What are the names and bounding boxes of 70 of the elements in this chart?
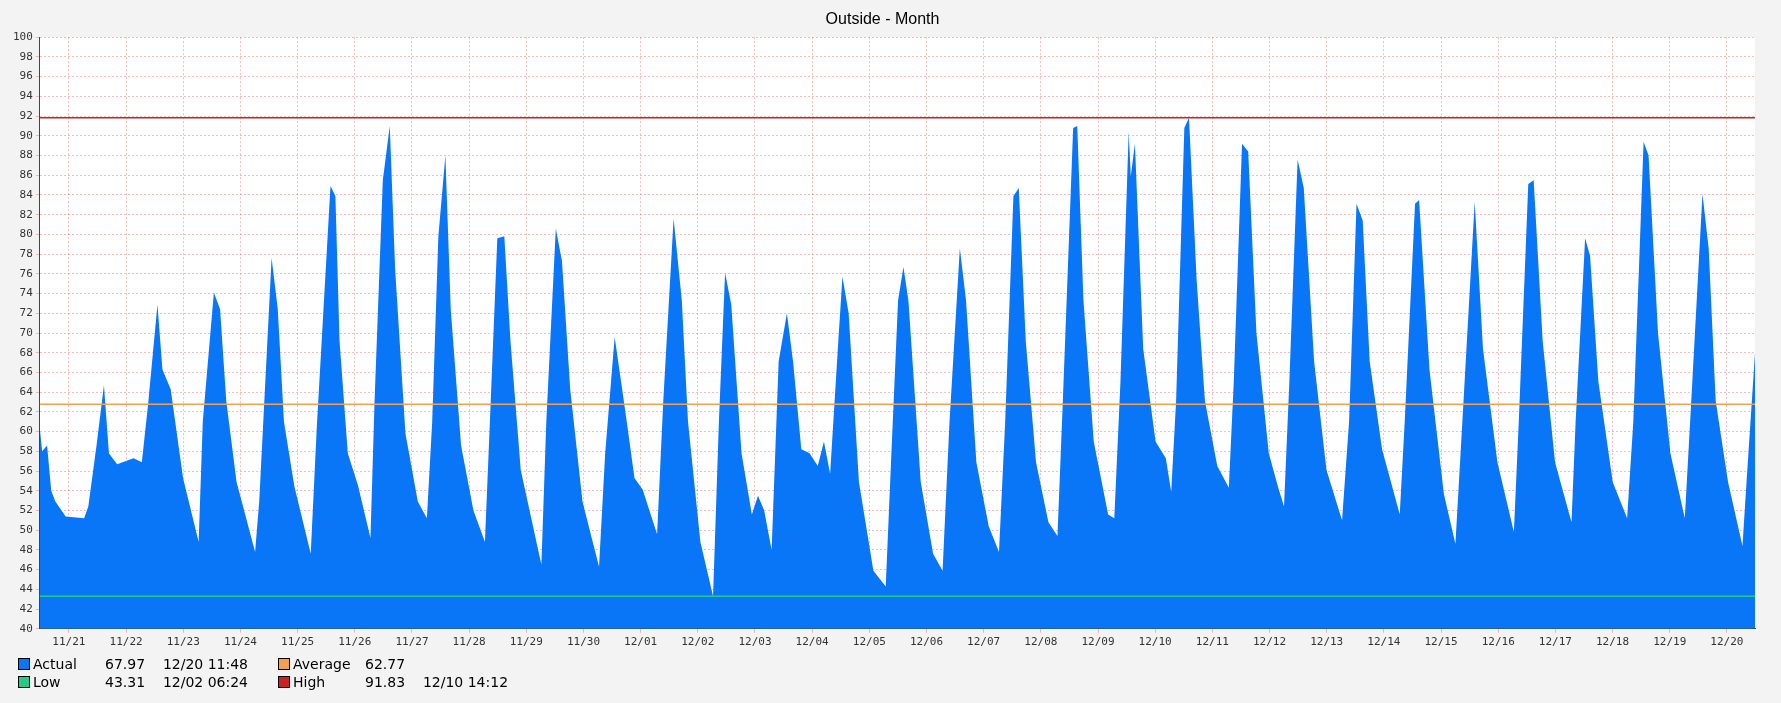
- y-tick-label: 90: [19, 128, 33, 142]
- y-tick-label: 84: [19, 187, 34, 201]
- y-tick-label: 58: [19, 444, 33, 458]
- x-tick-label: 12/11: [1195, 635, 1229, 649]
- y-tick-label: 74: [19, 286, 34, 300]
- x-tick-label: 11/23: [166, 635, 200, 649]
- y-tick-label: 82: [19, 207, 33, 221]
- x-tick-label: 11/22: [109, 635, 143, 649]
- legend-label: Actual: [33, 656, 78, 672]
- x-tick-label: 12/04: [795, 635, 830, 649]
- x-tick-label: 12/12: [1252, 635, 1287, 649]
- y-tick-label: 80: [19, 227, 33, 241]
- x-tick-label: 11/27: [395, 635, 429, 649]
- x-tick-label: 12/13: [1310, 635, 1344, 649]
- y-tick-label: 50: [19, 523, 33, 537]
- y-tick-label: 60: [19, 424, 33, 438]
- y-tick-label: 52: [19, 503, 33, 517]
- y-tick-label: 56: [19, 463, 33, 477]
- y-tick-label: 76: [19, 266, 33, 280]
- x-tick-label: 11/25: [281, 635, 315, 649]
- x-tick-label: 11/29: [509, 635, 543, 649]
- x-tick-label: 12/08: [1024, 635, 1058, 649]
- x-tick-label: 12/02: [681, 635, 715, 649]
- y-tick-label: 48: [19, 542, 33, 556]
- y-tick-label: 54: [19, 483, 34, 497]
- x-tick-label: 12/19: [1653, 635, 1687, 649]
- y-tick-label: 66: [19, 365, 33, 379]
- y-tick-label: 42: [19, 601, 33, 615]
- y-tick-label: 98: [19, 49, 33, 63]
- y-tick-label: 72: [19, 306, 33, 320]
- y-tick-label: 100: [12, 30, 33, 44]
- y-tick-label: 88: [19, 148, 33, 162]
- y-tick-label: 68: [19, 345, 33, 359]
- legend-label: High: [293, 674, 327, 690]
- text: 62.77: [365, 656, 406, 672]
- x-tick-label: 12/06: [909, 635, 944, 649]
- x-tick-label: 12/18: [1595, 635, 1630, 649]
- legend-label: Low: [33, 674, 62, 690]
- x-tick-label: 12/17: [1538, 635, 1572, 649]
- x-tick-label: 12/07: [967, 635, 1001, 649]
- x-tick-label: 12/20: [1710, 635, 1744, 649]
- y-tick-label: 86: [19, 168, 33, 182]
- x-tick-label: 11/28: [452, 635, 486, 649]
- x-tick-label: 12/10: [1138, 635, 1172, 649]
- y-tick-label: 78: [19, 246, 33, 260]
- y-tick-label: 94: [19, 89, 34, 103]
- y-tick-label: 64: [19, 385, 34, 399]
- y-tick-label: 62: [19, 404, 33, 418]
- y-tick-label: 44: [19, 582, 34, 596]
- text: 91.83 12/10 14:12: [365, 674, 509, 690]
- x-tick-label: 12/15: [1424, 635, 1458, 649]
- x-tick-label: 12/16: [1481, 635, 1515, 649]
- text: 43.31 12/02 06:24: [105, 674, 249, 690]
- x-tick-label: 12/01: [624, 635, 658, 649]
- y-tick-label: 40: [19, 621, 33, 635]
- x-tick-label: 11/24: [223, 635, 258, 649]
- y-tick-label: 46: [19, 562, 33, 576]
- x-tick-label: 11/21: [52, 635, 86, 649]
- chart-title: Outside - Month: [825, 10, 940, 28]
- x-tick-label: 11/26: [338, 635, 372, 649]
- x-tick-label: 12/09: [1081, 635, 1115, 649]
- legend-label: Average: [293, 656, 352, 672]
- x-tick-label: 12/05: [852, 635, 886, 649]
- x-tick-label: 11/30: [566, 635, 601, 649]
- x-tick-label: 12/14: [1367, 635, 1401, 649]
- x-tick-label: 12/03: [738, 635, 772, 649]
- y-tick-label: 70: [19, 325, 33, 339]
- y-tick-label: 92: [19, 108, 33, 122]
- text: 67.97 12/20 11:48: [105, 656, 249, 672]
- y-tick-label: 96: [19, 69, 33, 83]
